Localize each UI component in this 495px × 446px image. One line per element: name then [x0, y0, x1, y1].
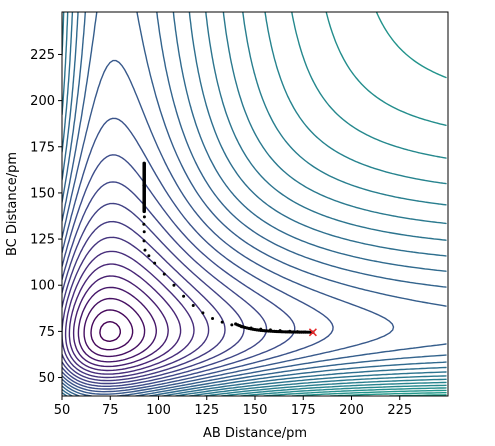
contour-line: [72, 275, 169, 368]
x-tick-label: 225: [387, 403, 412, 418]
trajectory-point: [142, 222, 146, 226]
trajectory-point: [172, 283, 176, 287]
y-tick-label: 125: [30, 233, 55, 248]
contour-line: [263, 12, 447, 396]
trajectory-point: [142, 200, 146, 204]
contour-line: [291, 12, 447, 396]
x-tick-label: 75: [102, 403, 119, 418]
trajectory-point: [142, 195, 146, 199]
end-marker: [308, 328, 317, 337]
trajectory-point: [142, 172, 146, 176]
trajectory-point: [142, 239, 146, 243]
contour-lines: [62, 12, 447, 396]
x-tick-label: 50: [54, 403, 71, 418]
contour-line: [220, 12, 447, 396]
contour-line: [204, 12, 447, 396]
contour-line: [77, 286, 157, 363]
trajectory-point: [162, 272, 166, 276]
x-tick-label: 100: [146, 403, 171, 418]
contour-line: [62, 59, 395, 395]
contour-line: [62, 12, 447, 396]
y-axis-ticks: 50 75 100 125 150 175 200 225: [30, 48, 62, 386]
contour-line: [62, 12, 447, 396]
y-tick-label: 100: [30, 279, 55, 294]
x-tick-label: 200: [339, 403, 364, 418]
contour-line: [68, 263, 182, 372]
trajectory-point: [147, 254, 151, 258]
contour-line: [62, 202, 245, 385]
contour-line: [90, 309, 134, 351]
trajectory-point: [182, 294, 186, 298]
trajectory-point: [142, 215, 146, 219]
contour-line: [62, 236, 210, 379]
x-tick-label: 175: [291, 403, 316, 418]
y-tick-label: 175: [30, 140, 55, 155]
contour-line: [62, 12, 447, 396]
trajectory-point: [142, 167, 146, 171]
contour-line: [83, 297, 146, 358]
x-tick-label: 125: [194, 403, 219, 418]
contour-line: [62, 117, 334, 393]
trajectory-series: [142, 161, 317, 337]
x-tick-label: 150: [243, 403, 268, 418]
trajectory-point: [142, 208, 146, 212]
y-tick-label: 200: [30, 94, 55, 109]
trajectory-point: [191, 304, 195, 308]
trajectory-point: [201, 311, 205, 315]
x-axis-ticks: 50 75 100 125 150 175 200 225: [54, 396, 412, 418]
y-tick-label: 150: [30, 186, 55, 201]
y-tick-label: 75: [38, 325, 55, 340]
trajectory-point: [142, 230, 146, 234]
trajectory-point: [153, 261, 157, 265]
contour-line: [62, 220, 226, 382]
plot-frame: [61, 11, 449, 397]
x-axis-label: AB Distance/pm: [203, 426, 307, 441]
contour-line: [62, 12, 447, 396]
y-tick-label: 50: [38, 371, 55, 386]
trajectory-point: [143, 248, 147, 252]
trajectory-point: [220, 320, 224, 324]
trajectory-point: [142, 189, 146, 193]
contour-line: [62, 181, 268, 387]
trajectory-point: [142, 161, 146, 165]
contour-line: [240, 12, 447, 396]
trajectory-point: [230, 323, 234, 327]
trajectory-point: [142, 178, 146, 182]
contour-line: [99, 321, 121, 342]
trajectory-point: [142, 184, 146, 188]
y-tick-label: 225: [30, 48, 55, 63]
contour-line: [64, 250, 195, 375]
contour-line: [62, 12, 447, 396]
trajectory-point: [211, 316, 215, 320]
y-axis-label: BC Distance/pm: [5, 152, 20, 256]
